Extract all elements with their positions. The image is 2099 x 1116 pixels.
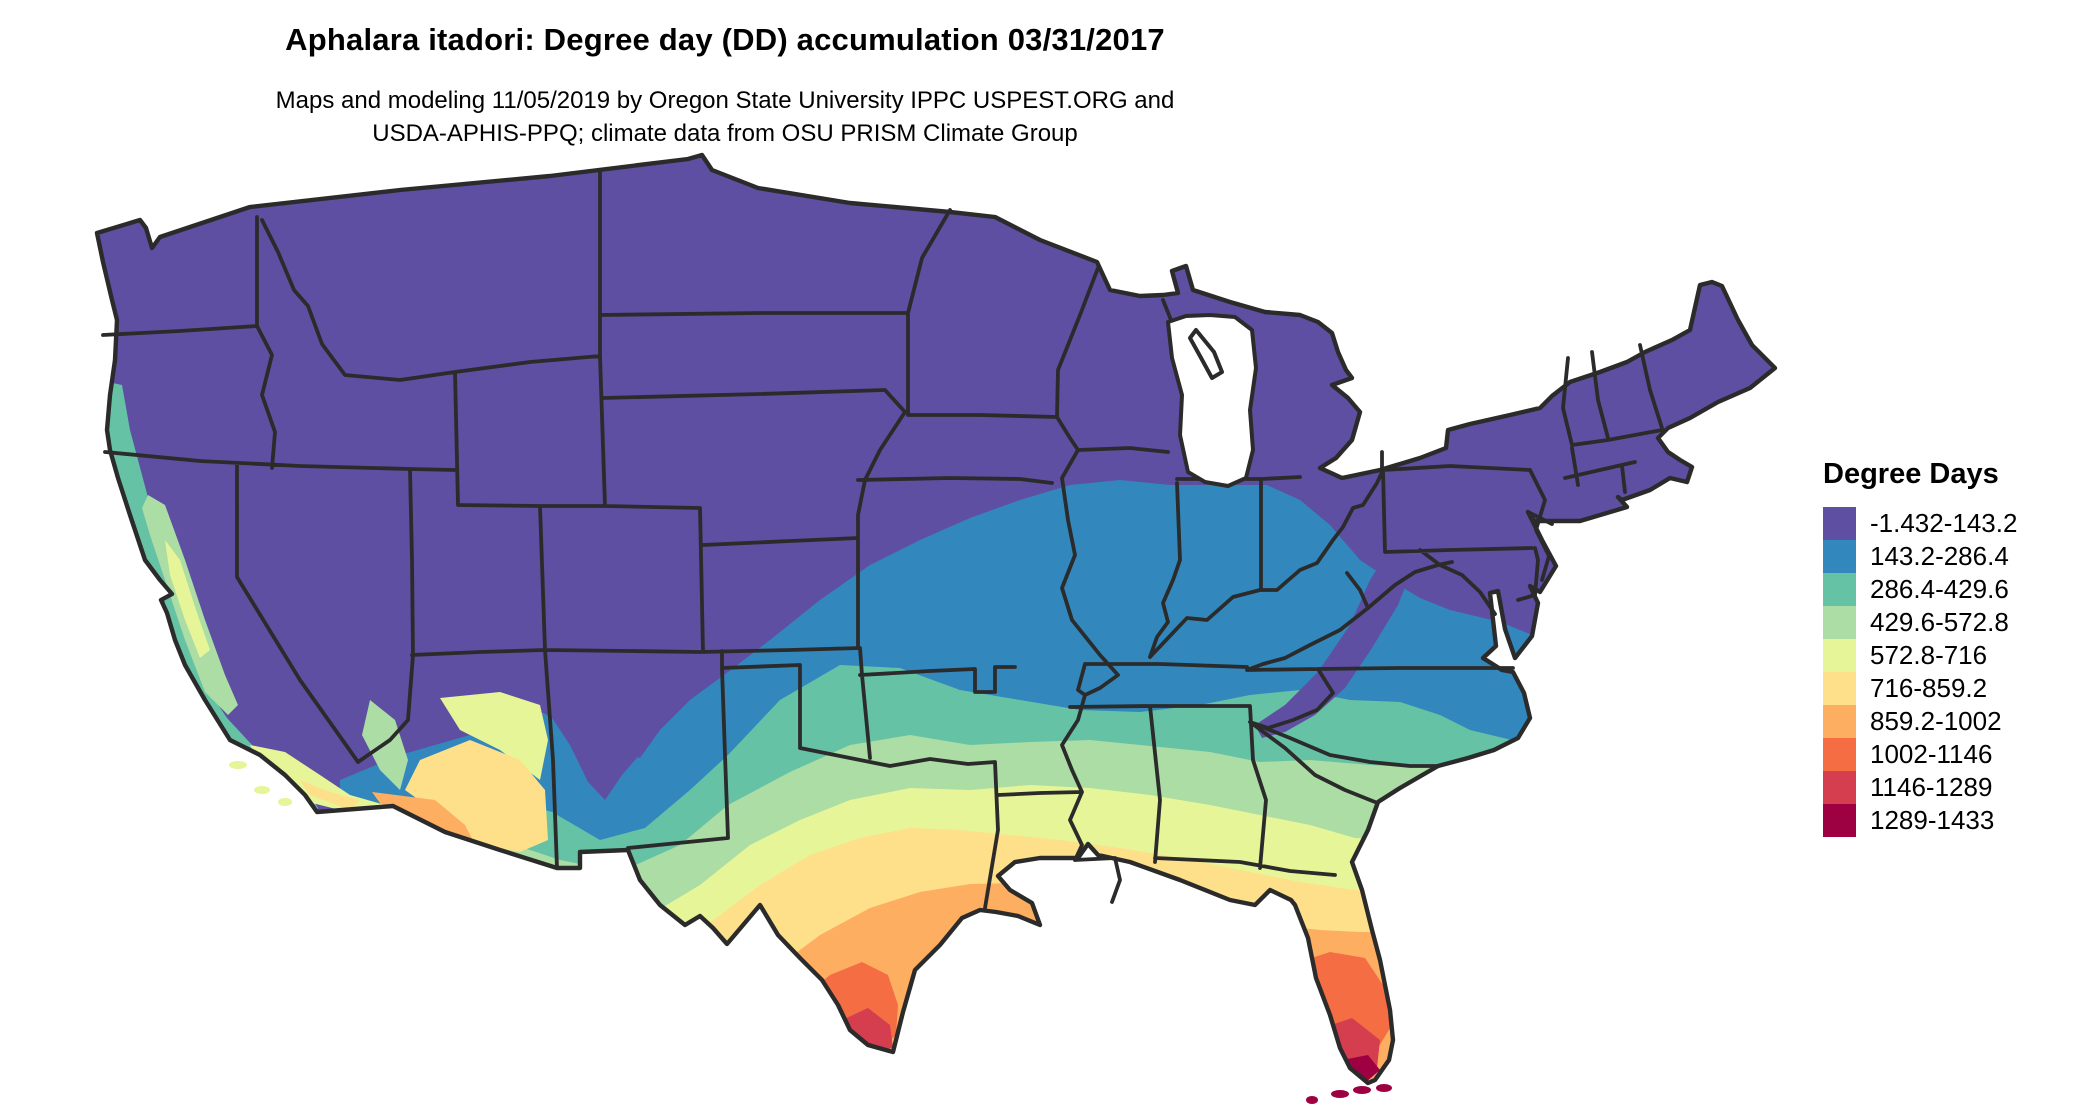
us-outline: [94, 152, 1778, 1086]
raster-fill-layers: [97, 155, 1775, 1083]
legend-items: -1.432-143.2 143.2-286.4 286.4-429.6 429.6-…: [1823, 507, 2017, 837]
legend-item: 572.8-716: [1823, 639, 2017, 672]
legend-item: 716-859.2: [1823, 672, 2017, 705]
map-subtitle-line-1: Maps and modeling 11/05/2019 by Oregon S…: [275, 87, 1175, 114]
map-subtitle-line-2: USDA-APHIS-PPQ; climate data from OSU PR…: [372, 120, 1078, 147]
legend-swatch: [1823, 771, 1856, 804]
zone-socal-yellow: [300, 780, 360, 810]
legend-label: 1146-1289: [1870, 772, 1993, 802]
legend-title: Degree Days: [1823, 458, 1999, 490]
legend-swatch: [1823, 804, 1856, 837]
legend-item: 1146-1289: [1823, 771, 2017, 804]
lake-michigan: [1166, 313, 1258, 488]
title-block: Aphalara itadori: Degree day (DD) accumu…: [10, 22, 1440, 150]
legend-label: 1002-1146: [1870, 739, 1993, 769]
channel-island: [278, 798, 292, 806]
florida-key: [1331, 1090, 1349, 1098]
zone-band-paleyellow: [600, 785, 1775, 1083]
legend-item: 286.4-429.6: [1823, 573, 2017, 606]
legend-label: 143.2-286.4: [1870, 541, 2009, 571]
legend-swatch: [1823, 738, 1856, 771]
zone-socal-paleyellow: [250, 745, 385, 815]
channel-island: [254, 786, 270, 794]
legend-label: 859.2-1002: [1870, 706, 2002, 736]
zone-az-paleyellow: [440, 692, 548, 780]
legend-label: 716-859.2: [1870, 673, 1988, 703]
great-lakes: [1166, 313, 1258, 488]
florida-key: [1376, 1084, 1392, 1092]
legend-item: 143.2-286.4: [1823, 540, 2017, 573]
florida-key: [1353, 1086, 1371, 1094]
legend-swatch: [1823, 639, 1856, 672]
legend-swatch: [1823, 573, 1856, 606]
legend: Degree Days -1.432-143.2 143.2-286.4 286.4…: [1823, 458, 2017, 837]
zone-ca-valley-pale: [165, 540, 210, 658]
zone-ca-coast-teal: [107, 382, 318, 812]
zone-az-yellow: [405, 740, 548, 852]
legend-item: 1289-1433: [1823, 804, 2017, 837]
channel-island: [229, 761, 247, 769]
legend-swatch: [1823, 672, 1856, 705]
legend-item: -1.432-143.2: [1823, 507, 2017, 540]
legend-label: 1289-1433: [1870, 805, 1995, 835]
legend-swatch: [1823, 606, 1856, 639]
legend-label: 572.8-716: [1870, 640, 1988, 670]
legend-item: 1002-1146: [1823, 738, 2017, 771]
legend-label: -1.432-143.2: [1870, 508, 2018, 538]
offshore-islands: [229, 761, 1392, 1104]
legend-swatch: [1823, 540, 1856, 573]
map-title: Aphalara itadori: Degree day (DD) accumu…: [285, 22, 1165, 57]
lake-green-bay: [1188, 328, 1224, 380]
legend-label: 429.6-572.8: [1870, 607, 2009, 637]
florida-key: [1306, 1096, 1318, 1104]
legend-swatch: [1823, 507, 1856, 540]
zone-appalachia-purple: [1255, 548, 1415, 738]
legend-swatch: [1823, 705, 1856, 738]
legend-item: 429.6-572.8: [1823, 606, 2017, 639]
legend-item: 859.2-1002: [1823, 705, 2017, 738]
legend-label: 286.4-429.6: [1870, 574, 2009, 604]
